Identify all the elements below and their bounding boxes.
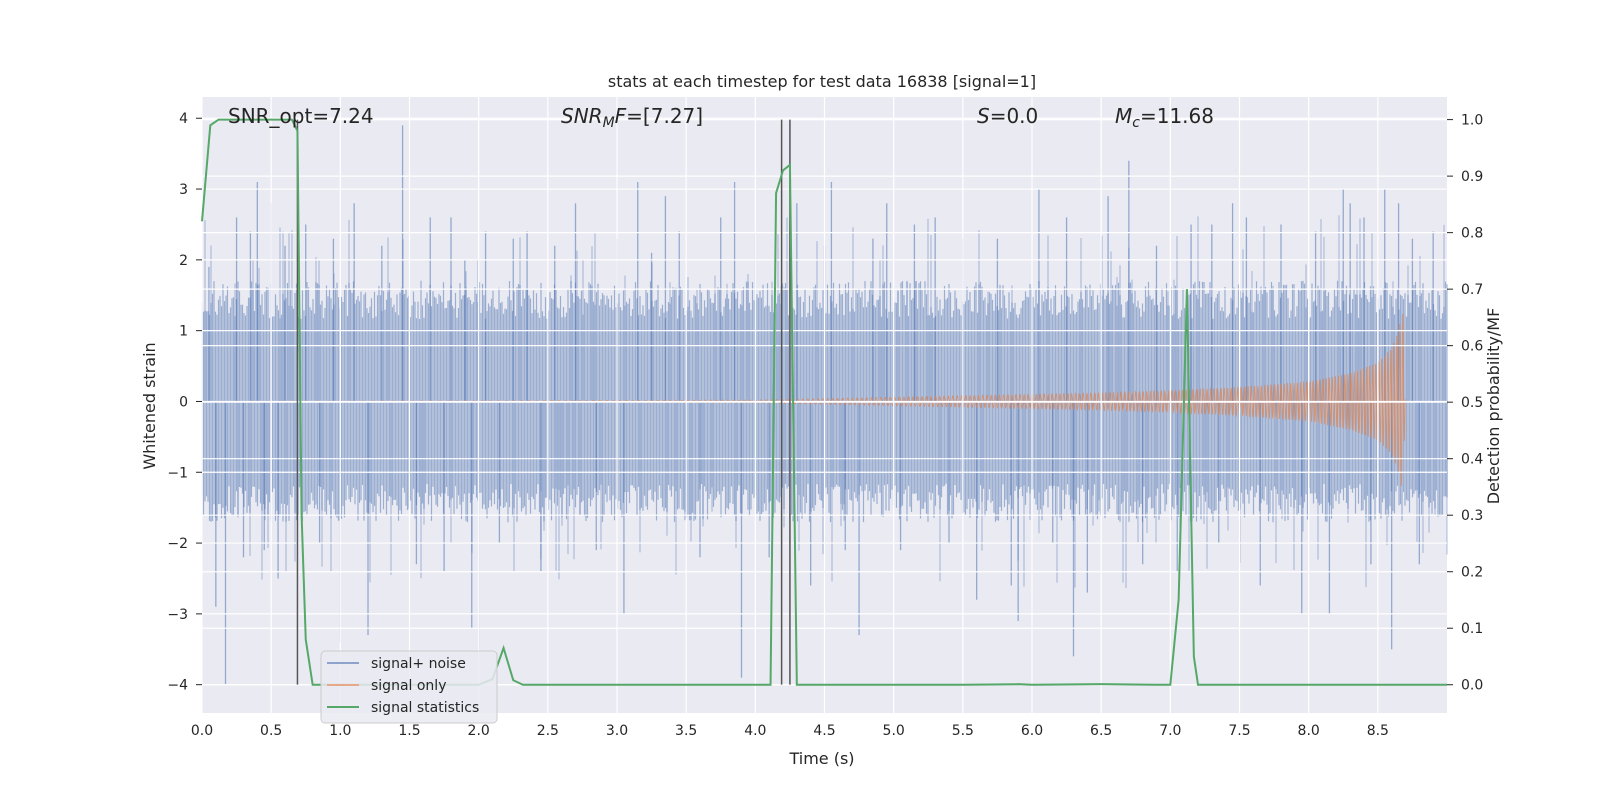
legend-entry-stats: signal statistics [371, 700, 479, 716]
mc-value: =11.68 [1140, 104, 1214, 128]
y2-tick-label: 0.8 [1461, 226, 1483, 242]
x-tick-label: 7.0 [1159, 723, 1181, 739]
snr-mf-value: =[7.27] [626, 104, 703, 128]
y-tick-label: −2 [167, 536, 188, 552]
annotation-s: S=0.0 [977, 104, 1038, 128]
chart-title: stats at each timestep for test data 168… [608, 72, 1036, 91]
x-axis-label: Time (s) [788, 749, 854, 768]
x-tick-label: 4.5 [813, 723, 835, 739]
y2-tick-label: 0.6 [1461, 339, 1483, 355]
y-tick-label: −3 [167, 607, 188, 623]
y2-tick-label: 0.5 [1461, 395, 1483, 411]
y-tick-label: 1 [179, 324, 188, 340]
snr-mf-mid: F [615, 104, 627, 128]
y2-tick-label: 0.1 [1461, 621, 1483, 637]
y-tick-label: 2 [179, 253, 188, 269]
stats-series [201, 118, 1447, 686]
x-tick-label: 4.0 [744, 723, 766, 739]
x-tick-label: 3.5 [675, 723, 697, 739]
legend-entry-signal: signal only [371, 678, 446, 694]
y2-tick-label: 0.7 [1461, 282, 1483, 298]
legend-box [320, 650, 498, 724]
y-tick-label: 3 [179, 182, 188, 198]
x-tick-label: 8.5 [1367, 723, 1389, 739]
x-tick-label: 7.5 [1228, 723, 1250, 739]
mc-sub: c [1132, 115, 1140, 131]
y2-tick-label: 0.0 [1461, 678, 1483, 694]
legend: signal+ noise signal only signal statist… [320, 650, 498, 724]
x-tick-label: 0.5 [260, 723, 282, 739]
legend-entry-noise: signal+ noise [371, 656, 466, 672]
x-tick-label: 0.0 [191, 723, 213, 739]
x-tick-label: 5.0 [883, 723, 905, 739]
y-tick-label: −1 [167, 465, 188, 481]
x-tick-label: 6.0 [1021, 723, 1043, 739]
x-tick-label: 2.0 [468, 723, 490, 739]
x-tick-label: 8.0 [1298, 723, 1320, 739]
y-tick-label: 0 [179, 394, 188, 410]
mc-label: M [1115, 104, 1132, 128]
axes: 0.0 0.5 1.0 1.5 2.0 2.5 3.0 3.5 4.0 4.5 5.0 5.5 6.0 6… [167, 111, 1483, 739]
x-tick-label: 6.5 [1090, 723, 1112, 739]
snr-mf-prefix: SNR [561, 104, 603, 128]
x-tick-label: 3.0 [606, 723, 628, 739]
noise-series [201, 125, 1448, 685]
y-tick-label: 4 [179, 111, 188, 127]
y-axis-label: Whitened strain [140, 342, 159, 469]
y2-tick-label: 1.0 [1461, 113, 1483, 129]
stats-line [201, 118, 1447, 686]
snr-mf-sub: M [603, 115, 615, 131]
y2-tick-label: 0.4 [1461, 452, 1483, 468]
y2-tick-label: 0.3 [1461, 508, 1483, 524]
annotation-snr-mf: SNRMF=[7.27] [561, 104, 703, 131]
x-tick-label: 2.5 [537, 723, 559, 739]
y2-tick-label: 0.2 [1461, 565, 1483, 581]
annotation-snr-opt: SNR_opt=7.24 [228, 104, 374, 128]
x-tick-label: 5.5 [952, 723, 974, 739]
s-label: S [977, 104, 990, 128]
y-tick-label: −4 [167, 678, 188, 694]
x-tick-label: 1.0 [329, 723, 351, 739]
x-tick-label: 1.5 [398, 723, 420, 739]
s-value: =0.0 [990, 104, 1039, 128]
y2-axis-label: Detection probability/MF [1484, 308, 1503, 505]
y2-tick-label: 0.9 [1461, 169, 1483, 185]
annotation-mc: Mc=11.68 [1115, 104, 1214, 131]
